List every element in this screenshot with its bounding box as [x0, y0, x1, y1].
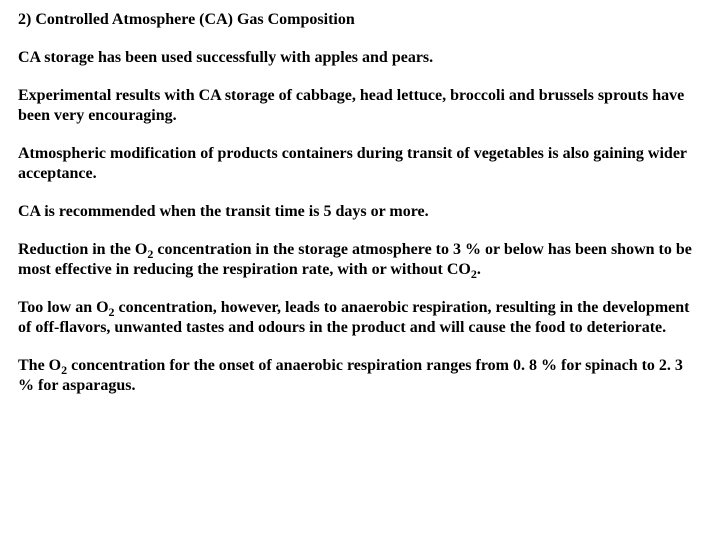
- text-run: concentration, however, leads to anaerob…: [18, 299, 689, 336]
- body-paragraph: Experimental results with CA storage of …: [18, 86, 702, 126]
- text-run: Too low an O: [18, 299, 109, 316]
- body-paragraph: CA storage has been used successfully wi…: [18, 48, 702, 68]
- section-title: 2) Controlled Atmosphere (CA) Gas Compos…: [18, 10, 702, 30]
- body-paragraph: Too low an O2 concentration, however, le…: [18, 298, 702, 338]
- body-paragraph: The O2 concentration for the onset of an…: [18, 356, 702, 396]
- document-page: 2) Controlled Atmosphere (CA) Gas Compos…: [0, 0, 720, 424]
- text-run: The O: [18, 357, 61, 374]
- body-paragraph: Reduction in the O2 concentration in the…: [18, 240, 702, 280]
- text-run: concentration for the onset of anaerobic…: [18, 357, 683, 394]
- text-run: .: [477, 261, 481, 278]
- body-paragraph: Atmospheric modification of products con…: [18, 144, 702, 184]
- body-paragraph: CA is recommended when the transit time …: [18, 202, 702, 222]
- text-run: Reduction in the O: [18, 241, 147, 258]
